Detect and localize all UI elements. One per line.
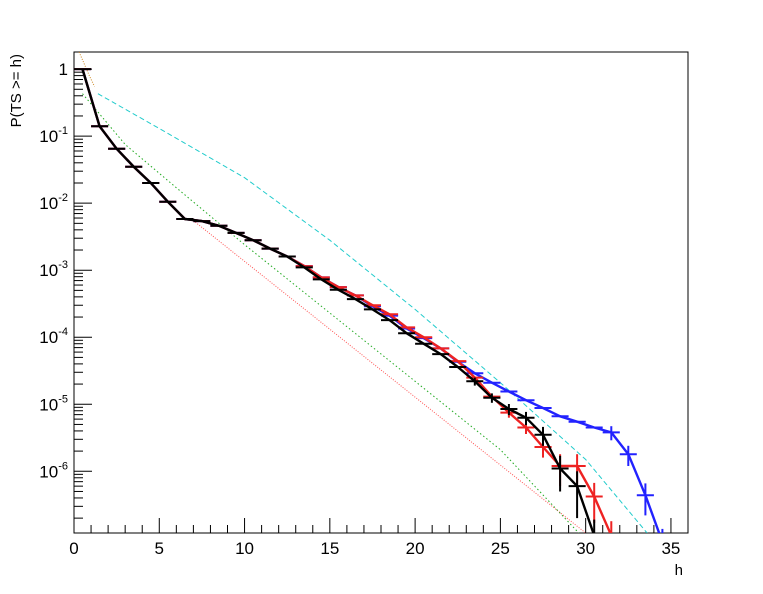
x-tick-label: 35 bbox=[661, 539, 680, 558]
reference-curve-3 bbox=[97, 93, 648, 533]
y-tick-label: 10-5 bbox=[39, 393, 68, 414]
y-tick-label: 10-2 bbox=[39, 192, 68, 213]
x-axis: 0 5 10 15 20 25 30 35 bbox=[69, 518, 680, 558]
series-3-point bbox=[466, 377, 484, 386]
series-2-point bbox=[585, 482, 603, 523]
series-1 bbox=[74, 68, 664, 533]
series-3-point bbox=[534, 426, 552, 446]
y-axis-title: P(TS >= h) bbox=[8, 54, 25, 127]
x-tick-label: 5 bbox=[155, 539, 164, 558]
series-layer bbox=[74, 68, 664, 533]
plot-frame bbox=[73, 51, 689, 534]
series-3-point bbox=[593, 519, 596, 533]
x-tick-label: 25 bbox=[491, 539, 510, 558]
y-axis: 1 10-1 10-2 10-3 10-4 10-5 10-6 bbox=[39, 60, 92, 519]
y-tick-label: 10-4 bbox=[39, 326, 68, 347]
y-tick-label: 10-1 bbox=[39, 125, 68, 146]
series-3-point bbox=[568, 471, 586, 519]
series-2-point bbox=[610, 521, 613, 533]
x-tick-label: 0 bbox=[69, 539, 78, 558]
x-tick-label: 10 bbox=[235, 539, 254, 558]
x-tick-label: 20 bbox=[406, 539, 425, 558]
series-1-point bbox=[619, 445, 637, 466]
y-tick-label: 10-3 bbox=[39, 259, 68, 280]
series-2 bbox=[74, 68, 613, 533]
series-3-line bbox=[81, 68, 595, 533]
y-tick-label: 1 bbox=[59, 60, 68, 79]
series-1-point bbox=[636, 483, 654, 516]
reference-curve-1 bbox=[193, 220, 587, 533]
x-axis-title: h bbox=[675, 562, 683, 579]
series-3-point bbox=[517, 411, 535, 425]
series-3-point bbox=[483, 393, 501, 403]
series-3-point bbox=[551, 455, 569, 492]
series-2-line bbox=[81, 68, 612, 533]
reference-curves bbox=[78, 52, 648, 533]
y-tick-label: 10-6 bbox=[39, 460, 68, 481]
x-tick-label: 15 bbox=[320, 539, 339, 558]
reference-curve-2 bbox=[82, 93, 580, 533]
series-1-point bbox=[602, 426, 620, 441]
x-tick-label: 30 bbox=[576, 539, 595, 558]
series-3 bbox=[74, 68, 596, 533]
series-3-point bbox=[500, 404, 518, 416]
